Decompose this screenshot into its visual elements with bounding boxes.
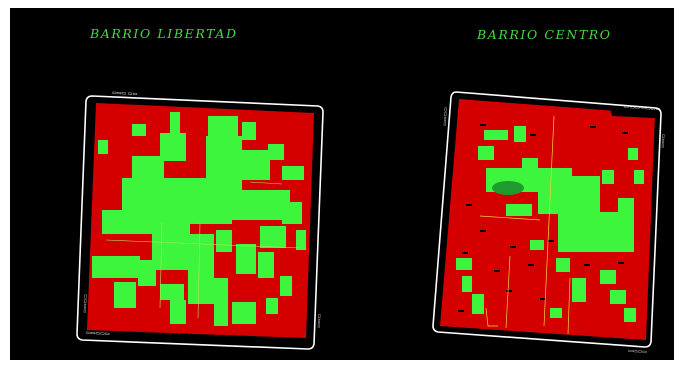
street-outline — [432, 91, 662, 348]
map-barrio-centro: ▭▭▭▭ ▭ ▭▭ ▭▭▭▭ ▭▭▭ ▭▭▭▭ — [432, 91, 667, 355]
block-divisions — [105, 181, 301, 319]
green-areas — [456, 126, 644, 322]
street-label: ▭▭▭▭ — [82, 294, 89, 313]
street-label: ▭▭▭ — [660, 133, 667, 148]
map-barrio-libertad: ▭▭▭ ▭▭ ▭▭▭▭ ▭▭▭▭▭ ▭▭▭ — [76, 90, 324, 350]
green-areas — [92, 112, 306, 326]
building-marks — [458, 124, 628, 312]
street-label: ▭▭▭▭ — [442, 107, 449, 126]
street-label: ▭ ▭▭ ▭▭▭▭ — [624, 104, 661, 113]
map-figure: BARRIO LIBERTAD BARRIO CENTRO — [10, 8, 674, 360]
map-title-libertad: BARRIO LIBERTAD — [90, 26, 238, 41]
block-divisions — [479, 115, 571, 335]
dark-green-area — [492, 181, 524, 195]
street-label: ▭▭▭▭ — [628, 348, 648, 355]
street-outline — [76, 95, 324, 350]
unmapped-area — [610, 106, 655, 118]
street-label: ▭▭▭▭▭ — [86, 330, 110, 337]
street-label: ▭▭▭ ▭▭ — [112, 90, 138, 97]
map-title-centro: BARRIO CENTRO — [477, 27, 612, 42]
street-label: ▭▭▭ — [316, 313, 323, 328]
